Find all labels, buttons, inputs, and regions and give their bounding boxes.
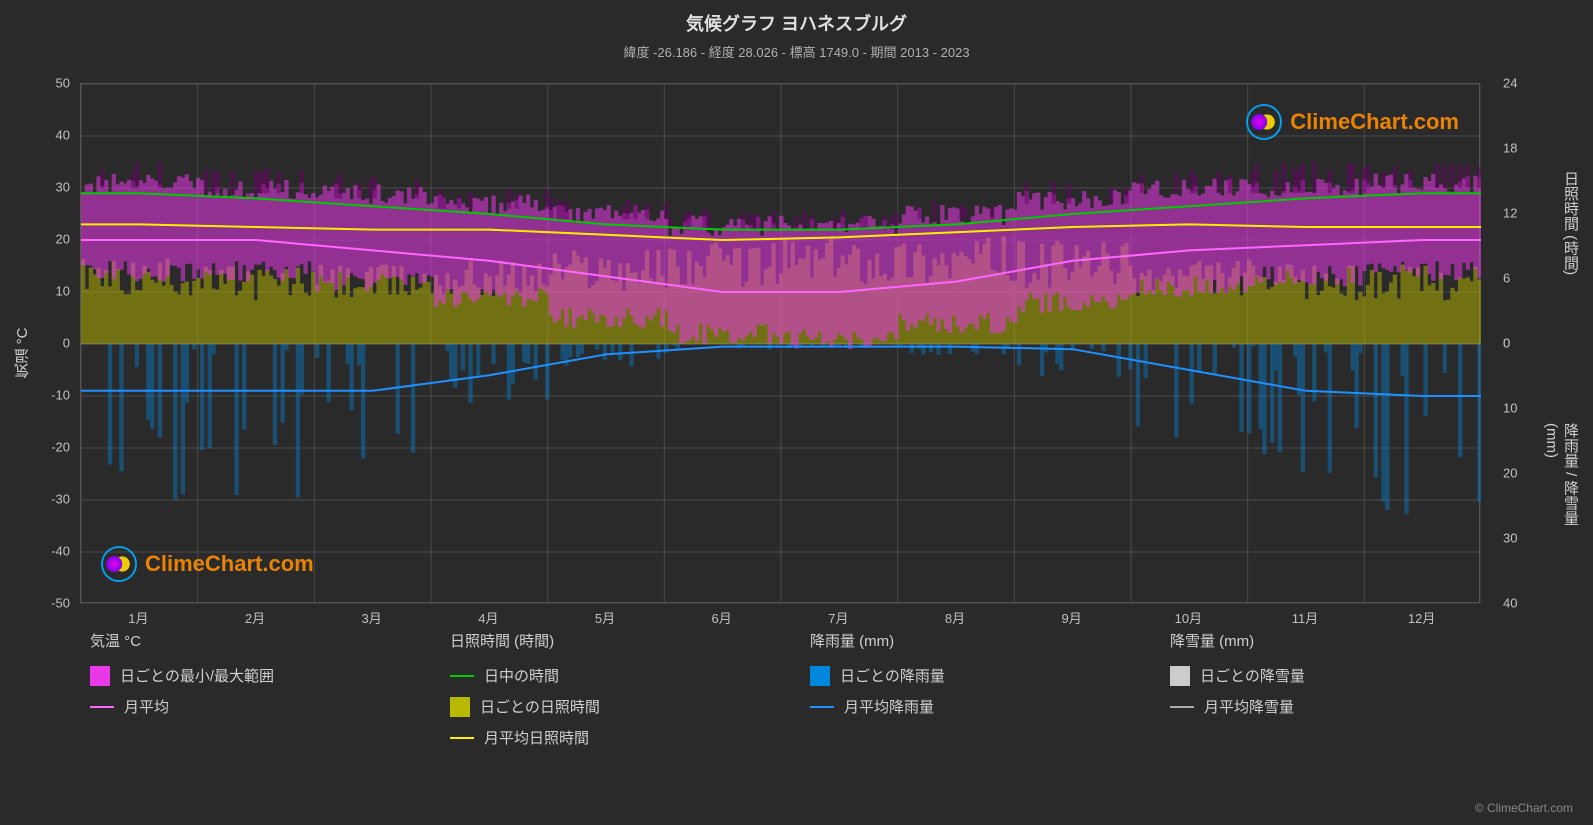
legend-label: 月平均	[124, 696, 169, 717]
legend-header: 日照時間 (時間)	[450, 630, 770, 651]
y-tick-right-top: 6	[1503, 271, 1510, 286]
y-tick-right-top: 24	[1503, 76, 1517, 91]
x-tick-month: 3月	[362, 608, 382, 627]
x-tick-month: 6月	[712, 608, 732, 627]
y-tick-right-bottom: 40	[1503, 596, 1517, 611]
legend-label: 月平均日照時間	[484, 727, 589, 748]
x-tick-month: 11月	[1292, 608, 1319, 627]
watermark-text: ClimeChart.com	[1290, 109, 1459, 135]
x-tick-month: 1月	[128, 608, 148, 627]
watermark-top: ClimeChart.com	[1246, 104, 1459, 140]
y-tick-left: -30	[51, 492, 70, 507]
legend-item: 日ごとの最小/最大範囲	[90, 665, 410, 686]
x-tick-month: 5月	[595, 608, 615, 627]
legend-line-icon	[90, 706, 114, 708]
y-tick-left: -40	[51, 544, 70, 559]
y-axis-right-top: 24181260	[1498, 83, 1538, 343]
y-tick-left: 30	[56, 180, 70, 195]
legend-group: 気温 °C 日ごとの最小/最大範囲月平均	[90, 630, 410, 758]
legend-swatch-icon	[450, 697, 470, 717]
y-tick-right-bottom: 0	[1503, 336, 1510, 351]
legend-line-icon	[450, 737, 474, 739]
chart-subtitle: 緯度 -26.186 - 経度 28.026 - 標高 1749.0 - 期間 …	[0, 36, 1593, 61]
legend-label: 月平均降雨量	[844, 696, 934, 717]
plot-svg	[81, 84, 1481, 604]
climechart-logo-icon	[101, 546, 137, 582]
climechart-logo-icon	[1246, 104, 1282, 140]
legend-label: 日ごとの日照時間	[480, 696, 600, 717]
y-axis-right-top-label: 日照時間 (時間)	[1560, 171, 1581, 275]
legend-label: 日ごとの最小/最大範囲	[120, 665, 274, 686]
y-tick-left: -20	[51, 440, 70, 455]
y-tick-left: 20	[56, 232, 70, 247]
legend-item: 日ごとの降雨量	[810, 665, 1130, 686]
watermark-bottom: ClimeChart.com	[101, 546, 314, 582]
legend-swatch-icon	[90, 666, 110, 686]
x-tick-month: 2月	[245, 608, 265, 627]
legend-header: 降雨量 (mm)	[810, 630, 1130, 651]
y-axis-right-bottom-label: 降雨量 / 降雪量 (mm)	[1543, 423, 1581, 563]
legend-item: 月平均日照時間	[450, 727, 770, 748]
legend-line-icon	[1170, 706, 1194, 708]
legend-item: 日ごとの日照時間	[450, 696, 770, 717]
y-tick-right-bottom: 10	[1503, 401, 1517, 416]
legend-label: 月平均降雪量	[1204, 696, 1294, 717]
plot-area: ClimeChart.com ClimeChart.com	[80, 83, 1480, 603]
y-tick-left: -50	[51, 596, 70, 611]
legend-label: 日ごとの降雨量	[840, 665, 945, 686]
footer-credit: © ClimeChart.com	[1475, 801, 1573, 815]
legend-item: 月平均降雨量	[810, 696, 1130, 717]
legend-swatch-icon	[1170, 666, 1190, 686]
legend-group: 降雪量 (mm) 日ごとの降雪量月平均降雪量	[1170, 630, 1490, 758]
legend-label: 日ごとの降雪量	[1200, 665, 1305, 686]
x-tick-month: 10月	[1175, 608, 1202, 627]
y-tick-left: 10	[56, 284, 70, 299]
legend-item: 日中の時間	[450, 665, 770, 686]
y-tick-left: 50	[56, 76, 70, 91]
x-tick-month: 4月	[478, 608, 498, 627]
y-axis-right-bottom: 010203040	[1498, 343, 1538, 603]
chart-container: 気温 °C 日照時間 (時間) 降雨量 / 降雪量 (mm) 504030201…	[0, 73, 1593, 633]
legend-swatch-icon	[810, 666, 830, 686]
y-axis-left: 50403020100-10-20-30-40-50	[0, 83, 75, 603]
legend-header: 気温 °C	[90, 630, 410, 651]
y-tick-right-bottom: 30	[1503, 531, 1517, 546]
legend-line-icon	[450, 675, 474, 677]
legend-item: 日ごとの降雪量	[1170, 665, 1490, 686]
legend-item: 月平均	[90, 696, 410, 717]
legend-line-icon	[810, 706, 834, 708]
x-tick-month: 7月	[828, 608, 848, 627]
y-tick-left: 40	[56, 128, 70, 143]
watermark-text: ClimeChart.com	[145, 551, 314, 577]
y-tick-left: 0	[63, 336, 70, 351]
x-tick-month: 12月	[1408, 608, 1435, 627]
chart-title: 気候グラフ ヨハネスブルグ	[0, 0, 1593, 36]
y-tick-left: -10	[51, 388, 70, 403]
legend-group: 降雨量 (mm) 日ごとの降雨量月平均降雨量	[810, 630, 1130, 758]
legend-item: 月平均降雪量	[1170, 696, 1490, 717]
y-tick-right-top: 12	[1503, 206, 1517, 221]
legend: 気温 °C 日ごとの最小/最大範囲月平均 日照時間 (時間) 日中の時間日ごとの日照時…	[90, 630, 1490, 758]
legend-group: 日照時間 (時間) 日中の時間日ごとの日照時間月平均日照時間	[450, 630, 770, 758]
y-tick-right-bottom: 20	[1503, 466, 1517, 481]
x-tick-month: 8月	[945, 608, 965, 627]
legend-header: 降雪量 (mm)	[1170, 630, 1490, 651]
y-tick-right-top: 18	[1503, 141, 1517, 156]
legend-label: 日中の時間	[484, 665, 559, 686]
x-tick-month: 9月	[1062, 608, 1082, 627]
